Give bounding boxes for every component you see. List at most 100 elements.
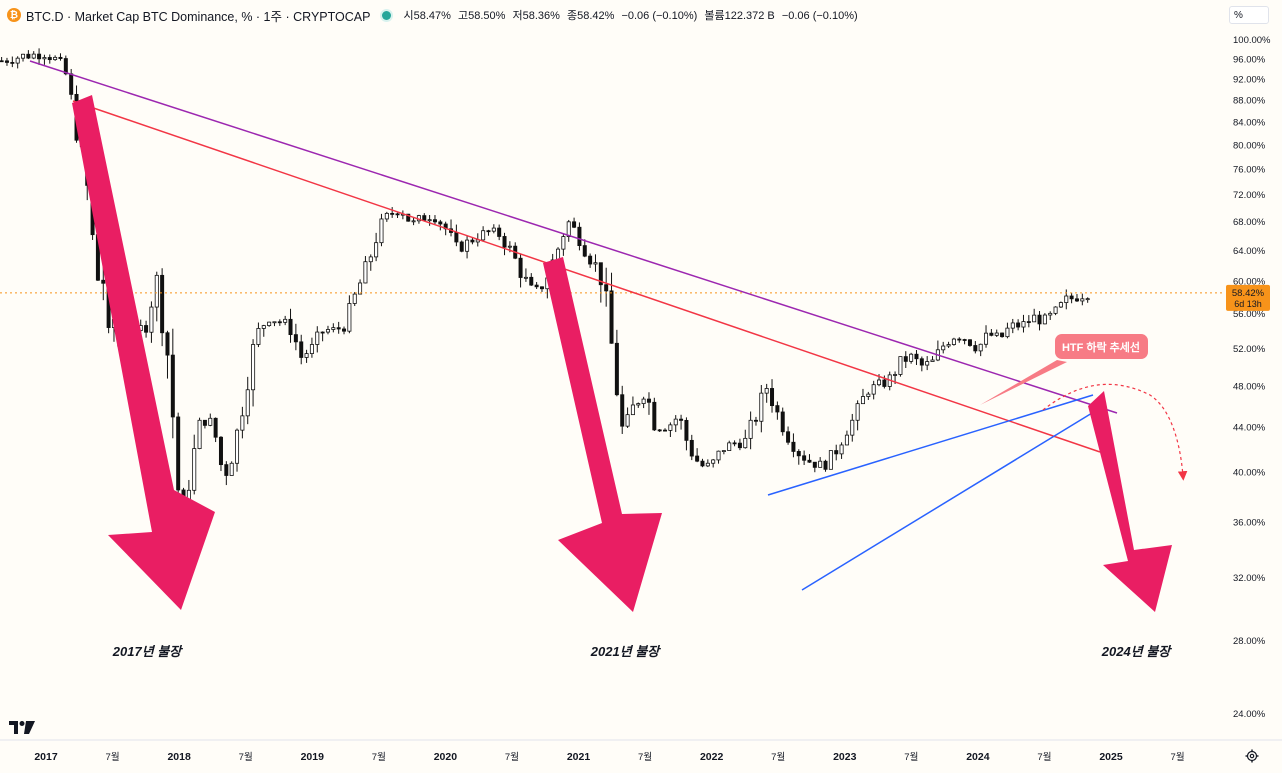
candle-up xyxy=(705,462,710,467)
x-tick-label: 2024 xyxy=(966,751,990,763)
bitcoin-icon: ₿ xyxy=(7,8,21,22)
candle-up xyxy=(229,462,234,476)
candle-up xyxy=(304,353,309,358)
candle-down xyxy=(69,73,74,95)
candle-up xyxy=(15,57,20,64)
candle-down xyxy=(598,262,603,286)
scale-mode-button[interactable]: % xyxy=(1229,6,1269,24)
y-tick-label: 64.00% xyxy=(1233,246,1266,257)
volume-label: 볼륨 xyxy=(704,10,725,22)
candle-down xyxy=(577,226,582,247)
y-tick-label: 44.00% xyxy=(1233,423,1266,434)
candle-up xyxy=(325,329,330,333)
candle-up xyxy=(208,417,213,426)
label-bull-2024: 2024년 불장 xyxy=(1101,644,1172,659)
x-tick-label: 2019 xyxy=(301,751,325,763)
projection-arc xyxy=(1042,383,1188,481)
candle-down xyxy=(529,276,534,286)
candle-down xyxy=(770,388,775,407)
candle-down xyxy=(390,212,395,215)
candle-down xyxy=(914,353,919,360)
candle-down xyxy=(780,411,785,433)
candle-up xyxy=(352,293,357,304)
candle-up xyxy=(946,344,951,347)
candle-down xyxy=(299,341,304,358)
y-tick-label: 92.00% xyxy=(1233,74,1266,85)
settings-gear-icon[interactable] xyxy=(1245,749,1259,763)
candle-up xyxy=(283,318,288,323)
candle-down xyxy=(213,417,218,438)
candle-down xyxy=(58,56,63,59)
x-tick-label: 2017 xyxy=(34,751,58,763)
candle-down xyxy=(604,284,609,292)
candle-down xyxy=(1074,298,1079,302)
x-tick-label: 2022 xyxy=(700,751,724,763)
x-tick-label: 2018 xyxy=(167,751,191,763)
y-tick-label: 76.00% xyxy=(1233,165,1266,176)
candle-up xyxy=(363,261,368,284)
candle-up xyxy=(31,53,36,59)
volume-value: 122.372 B xyxy=(724,10,775,22)
candle-up xyxy=(898,356,903,375)
x-tick-label: 2021 xyxy=(567,751,591,763)
candle-down xyxy=(753,419,758,422)
tradingview-logo-icon[interactable] xyxy=(9,719,35,735)
y-tick-label: 72.00% xyxy=(1233,190,1266,201)
candle-down xyxy=(176,416,181,491)
candle-down xyxy=(470,239,475,243)
candle-up xyxy=(930,359,935,362)
candle-up xyxy=(1010,322,1015,329)
candle-up xyxy=(481,230,486,241)
y-tick-label: 56.00% xyxy=(1233,309,1266,320)
price-tag-countdown: 6d 13h xyxy=(1234,299,1262,309)
symbol-title[interactable]: BTC.D · Market Cap BTC Dominance, % · 1주… xyxy=(26,9,371,24)
candle-up xyxy=(384,212,389,220)
callout-text: HTF 하락 추세선 xyxy=(1062,340,1140,354)
candle-up xyxy=(855,403,860,421)
x-tick-label: 7월 xyxy=(106,751,120,763)
candle-up xyxy=(256,328,261,345)
y-tick-label: 48.00% xyxy=(1233,382,1266,393)
candle-down xyxy=(802,455,807,461)
price-tag-value: 58.42% xyxy=(1232,288,1265,299)
candle-up xyxy=(411,220,416,223)
candle-down xyxy=(967,339,972,346)
candle-down xyxy=(432,219,437,223)
candle-up xyxy=(53,56,58,61)
y-tick-label: 24.00% xyxy=(1233,709,1266,720)
candle-up xyxy=(850,419,855,436)
label-bull-2021: 2021년 불장 xyxy=(590,644,661,659)
purple-trendline xyxy=(29,60,1118,414)
candle-down xyxy=(10,62,15,64)
candle-down xyxy=(973,345,978,352)
candle-down xyxy=(497,227,502,237)
candle-down xyxy=(4,60,9,63)
candle-up xyxy=(379,218,384,244)
candle-down xyxy=(1026,321,1031,323)
candle-up xyxy=(860,396,865,405)
candle-down xyxy=(791,441,796,452)
x-tick-label: 2020 xyxy=(434,751,458,763)
candle-down xyxy=(26,53,31,59)
callout-box xyxy=(1055,334,1148,359)
candle-down xyxy=(0,60,4,63)
x-tick-label: 7월 xyxy=(505,751,519,763)
y-tick-label: 68.00% xyxy=(1233,217,1266,228)
candle-down xyxy=(486,230,491,233)
candle-down xyxy=(224,464,229,476)
candle-up xyxy=(721,450,726,452)
candle-up xyxy=(358,282,363,295)
candle-down xyxy=(775,405,780,413)
y-tick-label: 32.00% xyxy=(1233,573,1266,584)
candle-up xyxy=(331,327,336,330)
candle-up xyxy=(866,393,871,397)
candle-down xyxy=(288,318,293,336)
candle-down xyxy=(572,221,577,228)
candle-down xyxy=(1000,332,1005,338)
x-tick-label: 7월 xyxy=(638,751,652,763)
candle-up xyxy=(636,403,641,406)
candle-up xyxy=(272,321,277,324)
x-tick-label: 7월 xyxy=(239,751,253,763)
